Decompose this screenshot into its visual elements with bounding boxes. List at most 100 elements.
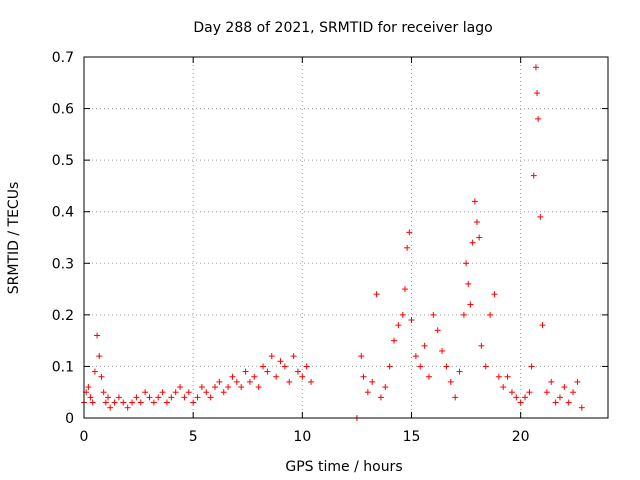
data-point: [482, 363, 489, 370]
data-point: [556, 394, 563, 401]
data-point: [303, 363, 310, 370]
data-point: [412, 353, 419, 360]
data-point: [203, 389, 210, 396]
data-point: [233, 378, 240, 385]
data-point: [495, 373, 502, 380]
data-point: [537, 213, 544, 220]
data-point: [220, 389, 227, 396]
data-point: [369, 378, 376, 385]
data-point: [100, 389, 107, 396]
data-point: [129, 399, 136, 406]
data-point: [373, 291, 380, 298]
data-point: [163, 399, 170, 406]
data-point: [530, 172, 537, 179]
data-points: [81, 64, 585, 421]
y-tick-label: 0.2: [52, 308, 74, 324]
data-point: [570, 389, 577, 396]
data-point: [190, 399, 197, 406]
data-point: [229, 373, 236, 380]
y-axis-label: SRMTID / TECUs: [6, 182, 22, 295]
data-point: [260, 363, 267, 370]
data-point: [532, 64, 539, 71]
data-point: [528, 363, 535, 370]
data-point: [491, 291, 498, 298]
data-point: [478, 342, 485, 349]
data-point: [91, 368, 98, 375]
data-point: [364, 389, 371, 396]
data-point: [408, 317, 415, 324]
data-point: [94, 332, 101, 339]
data-point: [471, 198, 478, 205]
data-point: [395, 322, 402, 329]
y-tick-label: 0.5: [52, 153, 74, 169]
data-point: [456, 368, 463, 375]
data-point: [89, 399, 96, 406]
y-tick-label: 0.1: [52, 359, 74, 375]
data-point: [181, 394, 188, 401]
data-point: [548, 378, 555, 385]
data-point: [98, 373, 105, 380]
data-point: [465, 280, 472, 287]
data-point: [439, 347, 446, 354]
data-point: [517, 399, 524, 406]
x-tick-label: 5: [189, 429, 198, 445]
data-point: [96, 353, 103, 360]
data-point: [358, 353, 365, 360]
data-point: [308, 378, 315, 385]
data-point: [277, 358, 284, 365]
data-point: [238, 384, 245, 391]
x-tick-label: 10: [293, 429, 311, 445]
plot-frame: [83, 56, 609, 419]
y-tick-label: 0: [65, 411, 74, 427]
data-point: [425, 373, 432, 380]
data-point: [85, 384, 92, 391]
data-point: [290, 353, 297, 360]
data-point: [474, 219, 480, 226]
data-point: [447, 378, 454, 385]
data-point: [377, 394, 384, 401]
data-point: [268, 353, 275, 360]
data-point: [150, 399, 157, 406]
y-tick-label: 0.6: [52, 102, 74, 118]
data-point: [225, 384, 232, 391]
data-point: [421, 342, 428, 349]
data-point: [500, 384, 507, 391]
data-point: [443, 363, 450, 370]
data-point: [124, 404, 131, 411]
data-point: [534, 90, 541, 97]
data-point: [120, 399, 127, 406]
data-point: [286, 378, 293, 385]
data-point: [264, 368, 271, 375]
data-point: [406, 229, 413, 236]
y-tick-label: 0.7: [52, 50, 74, 66]
data-point: [565, 399, 572, 406]
data-point: [159, 389, 166, 396]
data-point: [172, 389, 179, 396]
data-point: [207, 394, 214, 401]
data-point: [522, 394, 529, 401]
data-point: [487, 311, 494, 318]
data-point: [194, 394, 201, 401]
y-tick-label: 0.3: [52, 256, 74, 272]
x-axis-label: GPS time / hours: [285, 459, 402, 475]
data-point: [87, 394, 94, 401]
data-point: [155, 394, 162, 401]
data-point: [177, 384, 184, 391]
data-point: [434, 327, 441, 334]
data-point: [111, 399, 118, 406]
data-point: [382, 384, 389, 391]
data-point: [242, 368, 249, 375]
data-point: [142, 389, 149, 396]
data-point: [401, 286, 408, 293]
data-point: [391, 337, 398, 344]
data-point: [281, 363, 288, 370]
data-point: [386, 363, 393, 370]
data-point: [552, 399, 559, 406]
data-point: [399, 311, 406, 318]
data-point: [578, 404, 585, 411]
data-point: [469, 239, 476, 246]
chart-title: Day 288 of 2021, SRMTID for receiver lag…: [193, 20, 492, 36]
data-point: [574, 378, 581, 385]
data-point: [146, 394, 153, 401]
